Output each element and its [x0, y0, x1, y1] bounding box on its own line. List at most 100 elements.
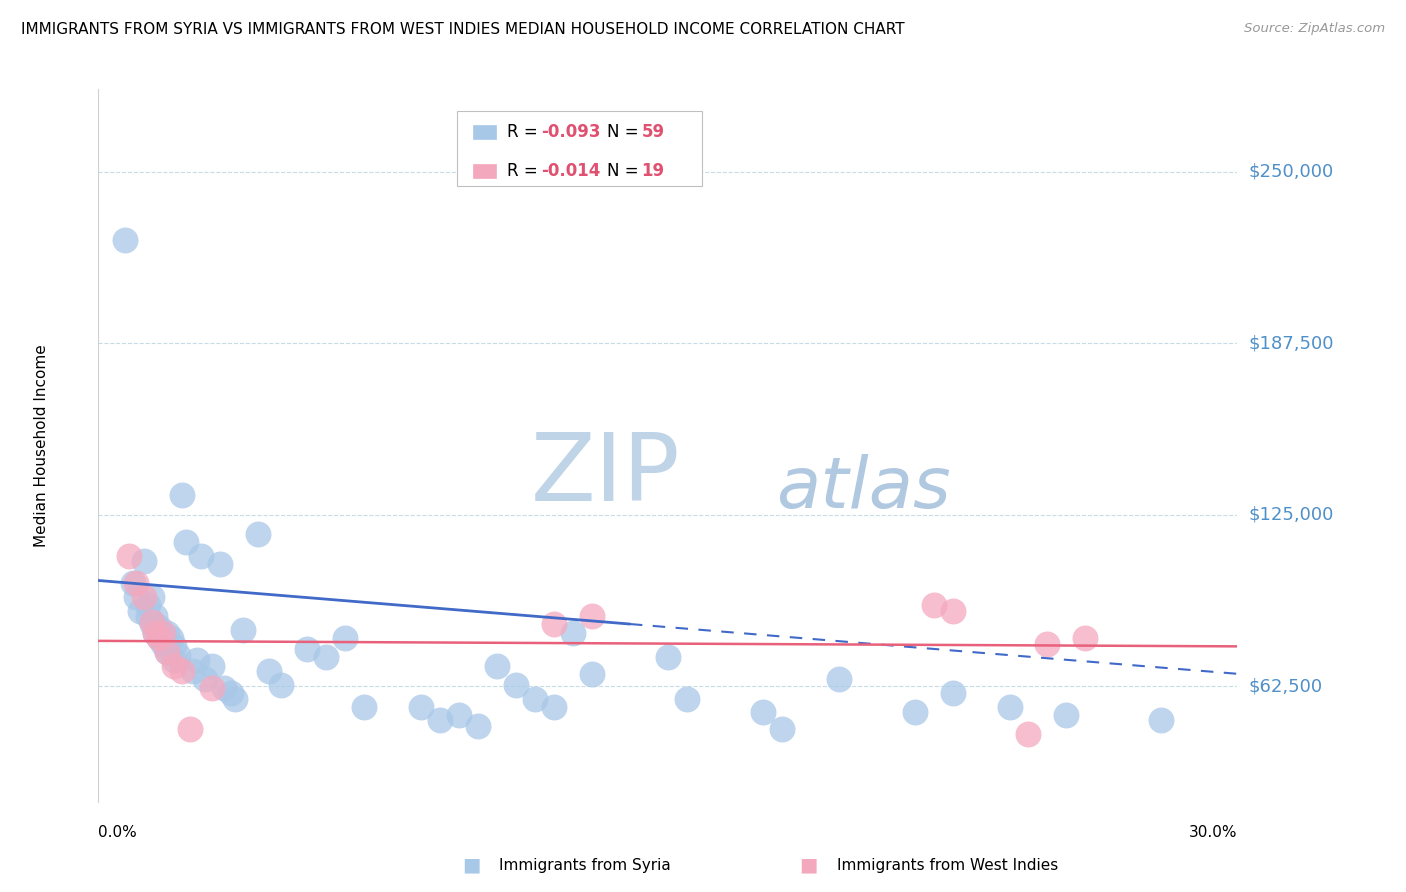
Point	[335, 631, 357, 645]
Point	[315, 650, 337, 665]
Text: -0.093: -0.093	[541, 123, 600, 141]
Point	[129, 604, 152, 618]
Text: 19: 19	[641, 162, 665, 180]
Point	[201, 658, 224, 673]
Point	[190, 549, 212, 563]
Point	[828, 673, 851, 687]
Point	[411, 699, 433, 714]
Text: -0.014: -0.014	[541, 162, 600, 180]
Text: N =: N =	[607, 162, 644, 180]
Point	[942, 686, 965, 700]
Point	[125, 576, 148, 591]
Point	[141, 615, 163, 629]
Point	[156, 625, 179, 640]
Point	[125, 590, 148, 604]
Point	[159, 631, 181, 645]
Point	[174, 535, 197, 549]
Point	[145, 625, 167, 640]
Text: $62,500: $62,500	[1249, 677, 1323, 695]
Text: R =: R =	[508, 162, 543, 180]
Point	[259, 664, 281, 678]
Point	[246, 526, 269, 541]
Point	[170, 664, 193, 678]
Point	[297, 642, 319, 657]
Point	[212, 681, 235, 695]
Point	[163, 640, 186, 654]
Point	[232, 623, 254, 637]
Text: R =: R =	[508, 123, 543, 141]
Point	[170, 488, 193, 502]
Text: atlas: atlas	[776, 454, 950, 524]
Point	[148, 631, 170, 645]
Text: Immigrants from Syria: Immigrants from Syria	[499, 858, 671, 872]
Text: Median Household Income: Median Household Income	[34, 344, 49, 548]
Point	[201, 681, 224, 695]
Point	[467, 719, 489, 733]
Point	[179, 722, 201, 736]
Point	[163, 658, 186, 673]
Point	[152, 625, 174, 640]
Text: 0.0%: 0.0%	[98, 825, 138, 839]
Point	[141, 617, 163, 632]
FancyBboxPatch shape	[472, 125, 496, 139]
Point	[156, 645, 179, 659]
Point	[676, 691, 699, 706]
Point	[581, 666, 603, 681]
Point	[270, 678, 292, 692]
Point	[145, 609, 167, 624]
Point	[904, 705, 927, 719]
FancyBboxPatch shape	[472, 164, 496, 178]
Point	[1036, 637, 1059, 651]
Point	[136, 598, 159, 612]
Point	[186, 653, 208, 667]
Text: Immigrants from West Indies: Immigrants from West Indies	[837, 858, 1057, 872]
Point	[1074, 631, 1097, 645]
Point	[353, 699, 375, 714]
Point	[156, 645, 179, 659]
Point	[752, 705, 775, 719]
Point	[1018, 727, 1040, 741]
Point	[543, 699, 565, 714]
Point	[148, 631, 170, 645]
Text: Source: ZipAtlas.com: Source: ZipAtlas.com	[1244, 22, 1385, 36]
Point	[136, 609, 159, 624]
Point	[224, 691, 246, 706]
Point	[657, 650, 679, 665]
Point	[942, 604, 965, 618]
Point	[1056, 708, 1078, 723]
Text: ZIP: ZIP	[531, 428, 681, 521]
Point	[524, 691, 547, 706]
Point	[114, 233, 136, 247]
Point	[543, 617, 565, 632]
Point	[562, 625, 585, 640]
Text: ■: ■	[799, 855, 818, 875]
Point	[141, 590, 163, 604]
Point	[581, 609, 603, 624]
Point	[486, 658, 509, 673]
Text: ■: ■	[461, 855, 481, 875]
Point	[163, 653, 186, 667]
Text: 30.0%: 30.0%	[1189, 825, 1237, 839]
Point	[429, 714, 451, 728]
Point	[998, 699, 1021, 714]
Point	[770, 722, 793, 736]
Point	[194, 673, 217, 687]
Point	[221, 686, 243, 700]
Point	[449, 708, 471, 723]
Text: $187,500: $187,500	[1249, 334, 1334, 352]
Point	[145, 625, 167, 640]
Point	[132, 590, 155, 604]
Text: N =: N =	[607, 123, 644, 141]
Point	[132, 554, 155, 568]
Point	[1150, 714, 1173, 728]
Point	[183, 664, 205, 678]
FancyBboxPatch shape	[457, 111, 702, 186]
Point	[152, 637, 174, 651]
Point	[167, 648, 190, 662]
Point	[121, 576, 143, 591]
Point	[922, 598, 945, 612]
Text: $125,000: $125,000	[1249, 506, 1334, 524]
Text: IMMIGRANTS FROM SYRIA VS IMMIGRANTS FROM WEST INDIES MEDIAN HOUSEHOLD INCOME COR: IMMIGRANTS FROM SYRIA VS IMMIGRANTS FROM…	[21, 22, 904, 37]
Point	[148, 620, 170, 634]
Point	[118, 549, 141, 563]
